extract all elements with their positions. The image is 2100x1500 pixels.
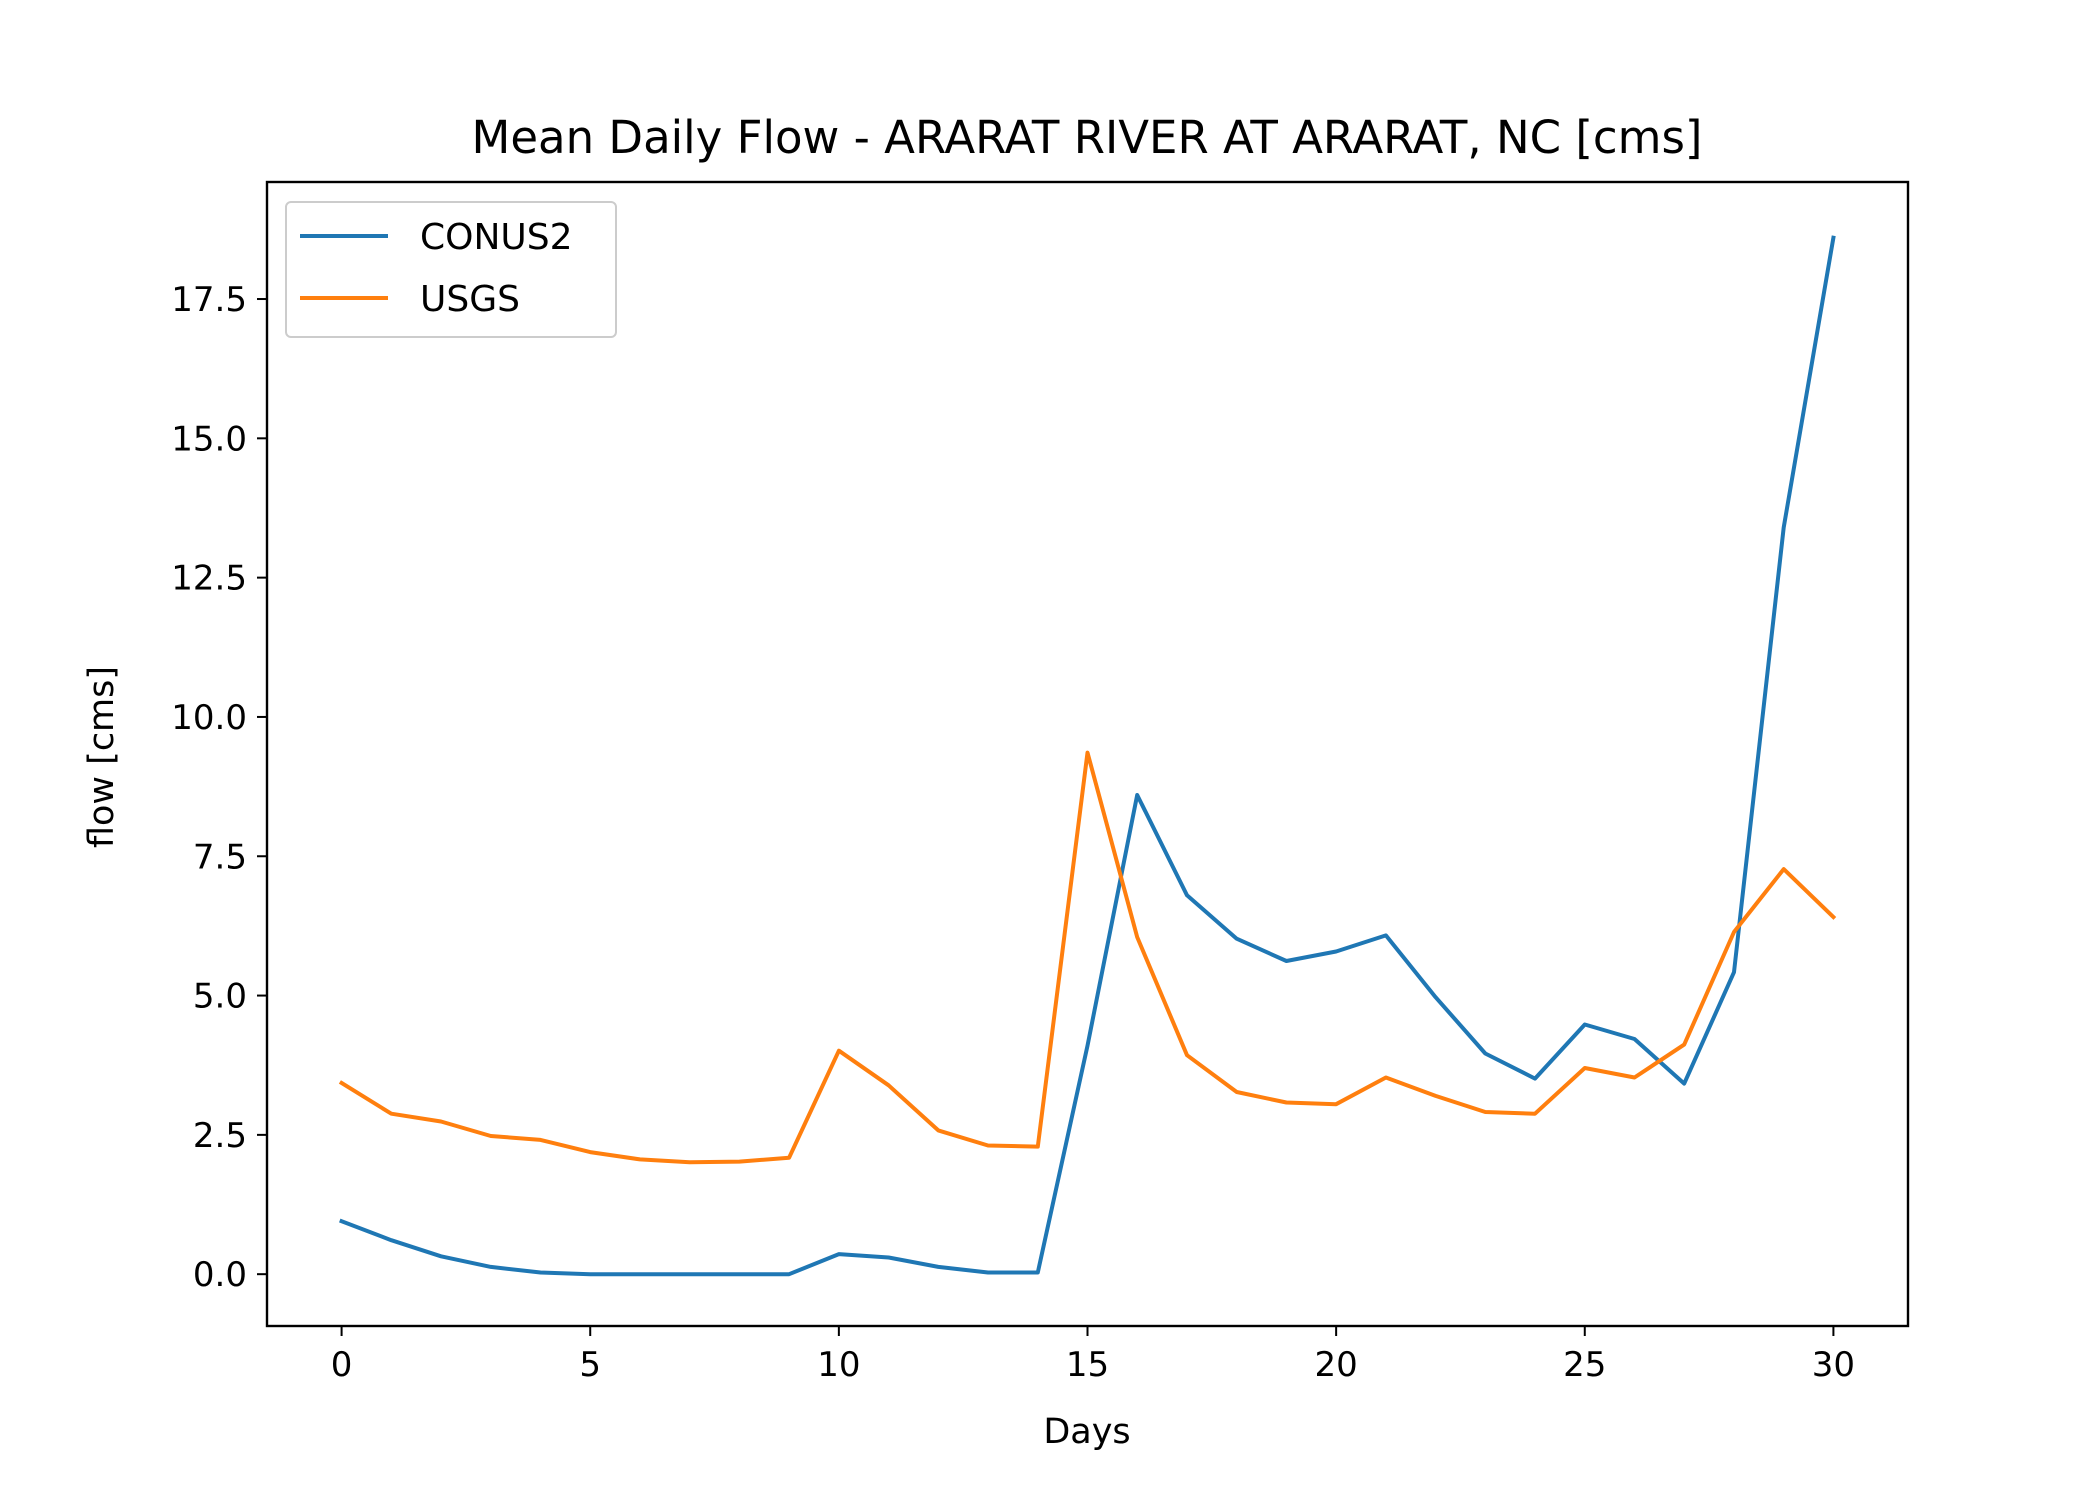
legend-label-conus2: CONUS2	[420, 217, 573, 258]
y-tick-label: 10.0	[171, 698, 247, 738]
x-tick-label: 0	[331, 1345, 353, 1385]
x-tick-label: 20	[1315, 1345, 1358, 1385]
y-tick-label: 2.5	[193, 1116, 247, 1156]
x-tick-label: 15	[1066, 1345, 1109, 1385]
y-axis-label: flow [cms]	[82, 666, 122, 848]
y-tick-label: 7.5	[193, 837, 247, 877]
y-tick-label: 12.5	[171, 559, 247, 599]
legend-label-usgs: USGS	[420, 279, 520, 320]
x-tick-label: 25	[1563, 1345, 1606, 1385]
y-tick-label: 0.0	[193, 1255, 247, 1295]
plot-frame	[265, 180, 1910, 1328]
legend: CONUS2 USGS	[285, 201, 617, 338]
x-tick-label: 30	[1812, 1345, 1855, 1385]
series-line-usgs	[338, 750, 1837, 1165]
plot-area	[338, 235, 1837, 1277]
chart-title: Mean Daily Flow - ARARAT RIVER AT ARARAT…	[472, 111, 1703, 164]
x-axis: 0 5 10 15 20 25 30	[331, 1326, 1855, 1385]
x-axis-label: Days	[1043, 1412, 1130, 1452]
x-tick-label: 5	[579, 1345, 601, 1385]
y-tick-label: 5.0	[193, 977, 247, 1017]
series-line-conus2	[339, 235, 1836, 1277]
y-axis: 0.0 2.5 5.0 7.5 10.0 12.5 15.0 17.5	[171, 280, 267, 1295]
x-tick-label: 10	[817, 1345, 860, 1385]
y-tick-label: 15.0	[171, 419, 247, 459]
y-tick-label: 17.5	[171, 280, 247, 320]
